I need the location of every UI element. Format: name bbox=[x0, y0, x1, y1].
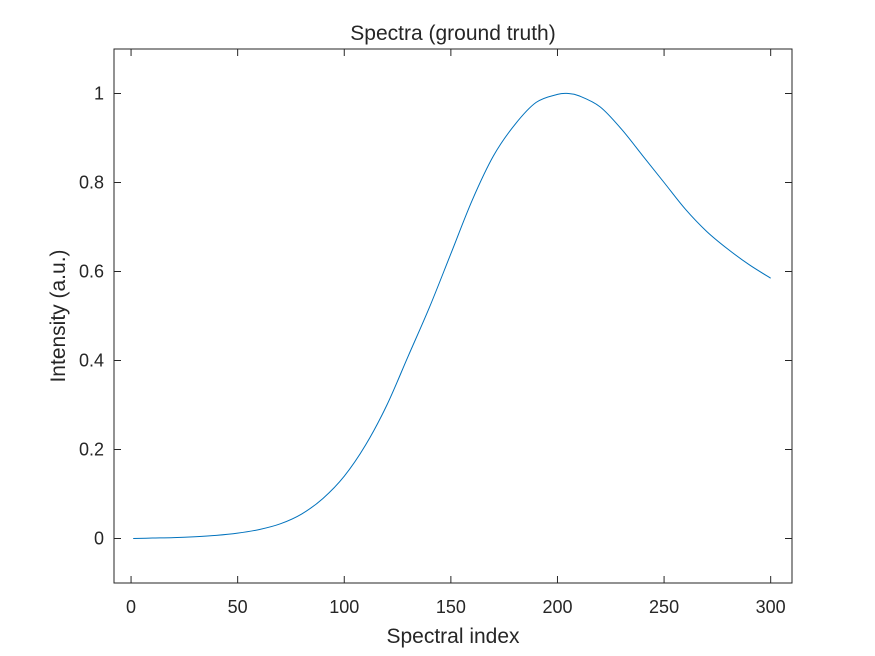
y-tick-label: 0.4 bbox=[79, 351, 104, 371]
y-tick-label: 0.2 bbox=[79, 440, 104, 460]
y-axis-ticks: 0 0.2 0.4 0.6 0.8 1 bbox=[79, 84, 792, 549]
x-tick-label: 50 bbox=[228, 597, 248, 617]
x-tick-label: 0 bbox=[126, 597, 136, 617]
y-tick-label: 1 bbox=[94, 84, 104, 104]
series-line bbox=[133, 92, 771, 539]
plot-area bbox=[113, 48, 793, 584]
y-tick-label: 0.6 bbox=[79, 262, 104, 282]
x-axis-label: Spectral index bbox=[386, 625, 520, 648]
x-axis-ticks: 0 50 100 150 200 250 300 bbox=[126, 49, 786, 617]
x-tick-label: 200 bbox=[542, 597, 572, 617]
x-tick-label: 250 bbox=[649, 597, 679, 617]
y-axis-label: Intensity (a.u.) bbox=[47, 249, 70, 382]
x-tick-label: 300 bbox=[756, 597, 786, 617]
y-tick-label: 0.8 bbox=[79, 173, 104, 193]
x-tick-label: 150 bbox=[436, 597, 466, 617]
y-tick-label: 0 bbox=[94, 529, 104, 549]
x-tick-label: 100 bbox=[329, 597, 359, 617]
chart-title: Spectra (ground truth) bbox=[350, 22, 555, 45]
